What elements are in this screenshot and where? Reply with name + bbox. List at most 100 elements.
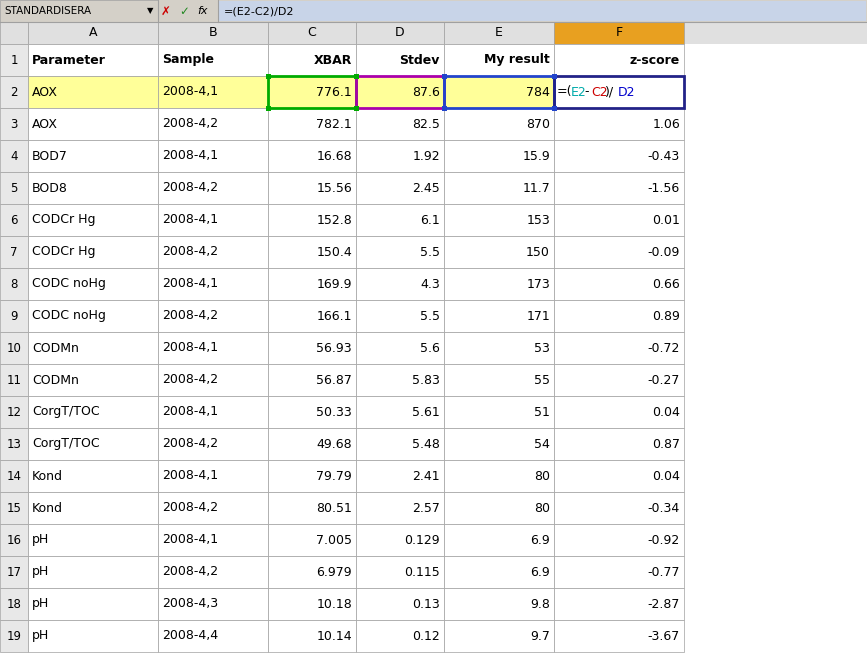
Text: fx: fx xyxy=(197,6,207,16)
Bar xyxy=(356,44,444,76)
Bar xyxy=(444,588,554,620)
Bar xyxy=(268,140,356,172)
Bar xyxy=(268,44,356,76)
Text: pH: pH xyxy=(32,629,49,643)
Text: 2008-4,2: 2008-4,2 xyxy=(162,374,218,387)
Bar xyxy=(268,332,356,364)
Text: =(: =( xyxy=(557,86,572,99)
Bar xyxy=(444,76,554,108)
Text: CODMn: CODMn xyxy=(32,374,79,387)
Text: 782.1: 782.1 xyxy=(316,118,352,131)
Text: 49.68: 49.68 xyxy=(316,438,352,451)
Text: 0.01: 0.01 xyxy=(652,214,680,227)
Text: Kond: Kond xyxy=(32,470,63,483)
Bar xyxy=(554,22,684,44)
Text: 2008-4,1: 2008-4,1 xyxy=(162,342,218,355)
Bar xyxy=(554,204,684,236)
Bar xyxy=(554,76,684,108)
Bar xyxy=(444,396,554,428)
Text: 3: 3 xyxy=(10,118,17,131)
Text: 19: 19 xyxy=(6,629,22,643)
Bar xyxy=(444,556,554,588)
Bar xyxy=(554,428,684,460)
Text: 1: 1 xyxy=(10,54,17,67)
Text: 10: 10 xyxy=(7,342,22,355)
Text: D: D xyxy=(395,27,405,39)
Text: 2.41: 2.41 xyxy=(413,470,440,483)
Bar xyxy=(354,74,359,79)
Bar xyxy=(554,588,684,620)
Text: -0.77: -0.77 xyxy=(648,565,680,579)
Text: 56.93: 56.93 xyxy=(316,342,352,355)
Bar xyxy=(28,460,158,492)
Bar xyxy=(444,172,554,204)
Text: 2008-4,1: 2008-4,1 xyxy=(162,406,218,419)
Text: CorgT/TOC: CorgT/TOC xyxy=(32,406,100,419)
Bar xyxy=(444,22,554,44)
Bar xyxy=(0,0,867,22)
Bar xyxy=(0,460,28,492)
Bar xyxy=(158,364,268,396)
Bar xyxy=(28,76,158,108)
Text: 784: 784 xyxy=(526,86,550,99)
Bar xyxy=(219,1,866,21)
Text: 173: 173 xyxy=(526,278,550,291)
Text: E: E xyxy=(495,27,503,39)
Text: 2008-4,2: 2008-4,2 xyxy=(162,246,218,259)
Bar xyxy=(158,172,268,204)
Bar xyxy=(554,140,684,172)
Bar xyxy=(554,300,684,332)
Text: 2008-4,2: 2008-4,2 xyxy=(162,502,218,515)
Text: 171: 171 xyxy=(526,310,550,323)
Bar xyxy=(444,140,554,172)
Bar xyxy=(444,332,554,364)
Bar xyxy=(266,74,271,79)
Text: 150.4: 150.4 xyxy=(316,246,352,259)
Bar xyxy=(158,22,268,44)
Text: 2008-4,2: 2008-4,2 xyxy=(162,565,218,579)
Text: 1.06: 1.06 xyxy=(652,118,680,131)
Text: 2008-4,2: 2008-4,2 xyxy=(162,310,218,323)
Bar xyxy=(444,236,554,268)
Text: 2008-4,1: 2008-4,1 xyxy=(162,150,218,163)
Bar xyxy=(554,556,684,588)
Text: 8: 8 xyxy=(10,278,17,291)
Text: z-score: z-score xyxy=(629,54,680,67)
Text: C: C xyxy=(308,27,316,39)
Text: 9.8: 9.8 xyxy=(530,597,550,611)
Text: Sample: Sample xyxy=(162,54,214,67)
Bar xyxy=(356,172,444,204)
Bar xyxy=(28,22,158,44)
Bar xyxy=(0,428,28,460)
Bar xyxy=(444,44,554,76)
Bar xyxy=(0,44,28,76)
Bar xyxy=(268,76,356,108)
Bar xyxy=(356,428,444,460)
Bar xyxy=(0,588,28,620)
Bar xyxy=(268,300,356,332)
Text: 10.18: 10.18 xyxy=(316,597,352,611)
Bar xyxy=(554,76,684,108)
Bar xyxy=(0,140,28,172)
Text: -: - xyxy=(584,86,589,99)
Text: 56.87: 56.87 xyxy=(316,374,352,387)
Text: 4: 4 xyxy=(10,150,17,163)
Text: F: F xyxy=(616,27,623,39)
Bar xyxy=(354,106,359,111)
Bar xyxy=(554,460,684,492)
Bar xyxy=(158,588,268,620)
Bar xyxy=(0,364,28,396)
Bar xyxy=(0,268,28,300)
Bar xyxy=(0,76,28,108)
Bar xyxy=(28,108,158,140)
Text: CorgT/TOC: CorgT/TOC xyxy=(32,438,100,451)
Bar xyxy=(356,140,444,172)
Bar xyxy=(158,332,268,364)
Bar xyxy=(158,44,268,76)
Bar xyxy=(554,172,684,204)
Text: 6.9: 6.9 xyxy=(531,565,550,579)
Text: CODC noHg: CODC noHg xyxy=(32,278,106,291)
Text: 5.5: 5.5 xyxy=(420,246,440,259)
Text: pH: pH xyxy=(32,565,49,579)
Bar xyxy=(268,556,356,588)
